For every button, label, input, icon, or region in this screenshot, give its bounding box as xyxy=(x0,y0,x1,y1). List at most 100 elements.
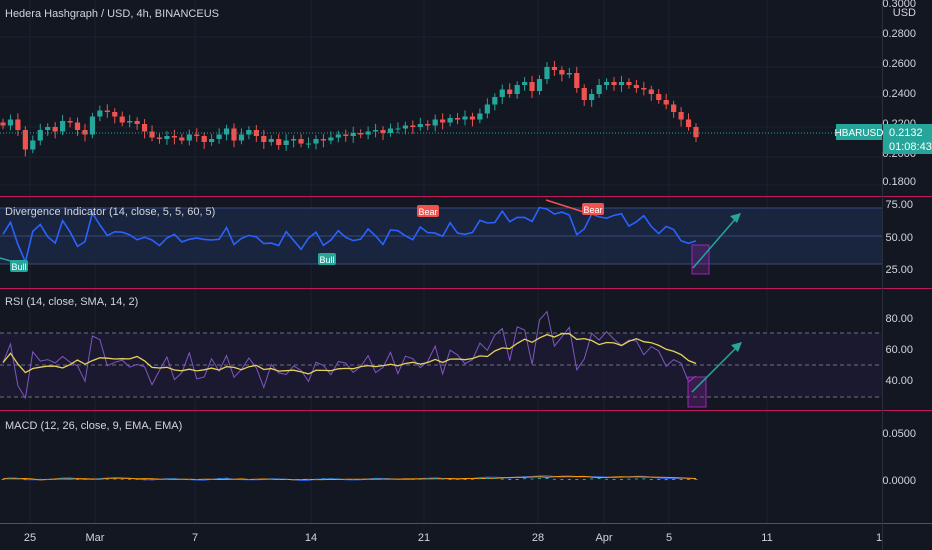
candle-body[interactable] xyxy=(179,137,185,141)
candle-body[interactable] xyxy=(246,130,252,135)
candle-body[interactable] xyxy=(447,118,453,123)
candle-body[interactable] xyxy=(149,131,155,138)
candle-body[interactable] xyxy=(194,134,200,137)
candle-body[interactable] xyxy=(313,139,319,144)
candle-body[interactable] xyxy=(328,137,334,141)
candle-body[interactable] xyxy=(104,110,110,113)
candle-body[interactable] xyxy=(74,122,81,131)
candle-body[interactable] xyxy=(365,131,371,135)
candle-body[interactable] xyxy=(685,119,692,128)
candle-body[interactable] xyxy=(410,125,416,128)
candle-body[interactable] xyxy=(291,139,297,141)
candle-body[interactable] xyxy=(469,116,476,120)
candle-body[interactable] xyxy=(7,119,14,126)
candle-body[interactable] xyxy=(89,116,96,135)
candle-body[interactable] xyxy=(522,82,528,85)
rsi-line[interactable] xyxy=(2,310,697,400)
candle-body[interactable] xyxy=(402,125,408,129)
candle-body[interactable] xyxy=(454,118,461,120)
candle-body[interactable] xyxy=(253,130,259,136)
candle-body[interactable] xyxy=(611,82,617,85)
symbol-ticket[interactable]: HBARUSD xyxy=(835,124,884,140)
candle-body[interactable] xyxy=(596,85,602,94)
candle-body[interactable] xyxy=(641,88,647,90)
candle-body[interactable] xyxy=(387,128,394,134)
candle-body[interactable] xyxy=(45,127,51,130)
candle-body[interactable] xyxy=(693,127,699,138)
divergence-arrow-line[interactable] xyxy=(692,215,739,269)
candle-body[interactable] xyxy=(618,82,625,85)
candle-body[interactable] xyxy=(462,116,468,120)
candle-body[interactable] xyxy=(514,85,520,94)
candle-body[interactable] xyxy=(223,128,230,135)
rsi-highlight-box[interactable] xyxy=(687,376,707,408)
candle-body[interactable] xyxy=(566,73,572,75)
candle-body[interactable] xyxy=(127,121,133,123)
candle-body[interactable] xyxy=(298,139,304,144)
candle-body[interactable] xyxy=(425,124,431,126)
candle-body[interactable] xyxy=(30,140,36,150)
candle-body[interactable] xyxy=(52,127,58,132)
candle-body[interactable] xyxy=(164,136,170,139)
candle-body[interactable] xyxy=(37,130,43,141)
candle-body[interactable] xyxy=(559,70,565,75)
candle-body[interactable] xyxy=(119,116,125,123)
candle-body[interactable] xyxy=(60,121,66,132)
candle-body[interactable] xyxy=(276,139,282,145)
candle-body[interactable] xyxy=(678,112,684,120)
rsi-ma-line[interactable] xyxy=(2,332,697,375)
candle-body[interactable] xyxy=(484,104,490,114)
candle-body[interactable] xyxy=(477,113,483,120)
candlestick-series[interactable] xyxy=(0,60,699,157)
candle-body[interactable] xyxy=(216,134,222,140)
candle-body[interactable] xyxy=(67,121,73,123)
candle-body[interactable] xyxy=(603,82,610,85)
rsi-arrow-line[interactable] xyxy=(691,345,739,393)
candle-body[interactable] xyxy=(350,133,356,136)
divergence-line[interactable] xyxy=(2,206,697,265)
candle-body[interactable] xyxy=(186,134,192,141)
candle-body[interactable] xyxy=(417,124,423,127)
candle-body[interactable] xyxy=(574,73,580,88)
candle-body[interactable] xyxy=(335,134,341,138)
candle-body[interactable] xyxy=(663,100,669,105)
candle-body[interactable] xyxy=(320,139,327,141)
candle-body[interactable] xyxy=(22,130,28,150)
candle-body[interactable] xyxy=(112,112,118,117)
candle-body[interactable] xyxy=(380,130,386,133)
candle-body[interactable] xyxy=(536,79,543,91)
candle-body[interactable] xyxy=(305,143,312,145)
candle-body[interactable] xyxy=(492,97,498,105)
candle-body[interactable] xyxy=(283,140,289,146)
candle-body[interactable] xyxy=(238,134,245,141)
candle-body[interactable] xyxy=(358,133,364,135)
candle-body[interactable] xyxy=(544,67,550,79)
candle-body[interactable] xyxy=(97,110,103,117)
candle-body[interactable] xyxy=(261,136,267,142)
candle-body[interactable] xyxy=(201,136,207,142)
candle-body[interactable] xyxy=(156,137,163,140)
candle-body[interactable] xyxy=(671,104,677,113)
candle-body[interactable] xyxy=(395,128,401,130)
candle-body[interactable] xyxy=(589,94,595,100)
candle-body[interactable] xyxy=(343,134,349,137)
candle-body[interactable] xyxy=(499,89,505,98)
candle-body[interactable] xyxy=(648,89,654,95)
candle-body[interactable] xyxy=(231,128,237,141)
candle-body[interactable] xyxy=(626,82,632,85)
candle-body[interactable] xyxy=(0,122,6,126)
candle-body[interactable] xyxy=(529,82,535,91)
candle-body[interactable] xyxy=(268,139,274,142)
candle-body[interactable] xyxy=(581,88,587,100)
candle-body[interactable] xyxy=(171,136,177,138)
candle-body[interactable] xyxy=(134,121,140,124)
candle-body[interactable] xyxy=(507,89,513,95)
candle-body[interactable] xyxy=(656,94,662,100)
candle-body[interactable] xyxy=(432,119,438,126)
candle-body[interactable] xyxy=(633,85,639,88)
candle-body[interactable] xyxy=(141,124,148,132)
candle-body[interactable] xyxy=(440,119,446,123)
candle-body[interactable] xyxy=(209,139,215,142)
candle-body[interactable] xyxy=(372,130,379,132)
